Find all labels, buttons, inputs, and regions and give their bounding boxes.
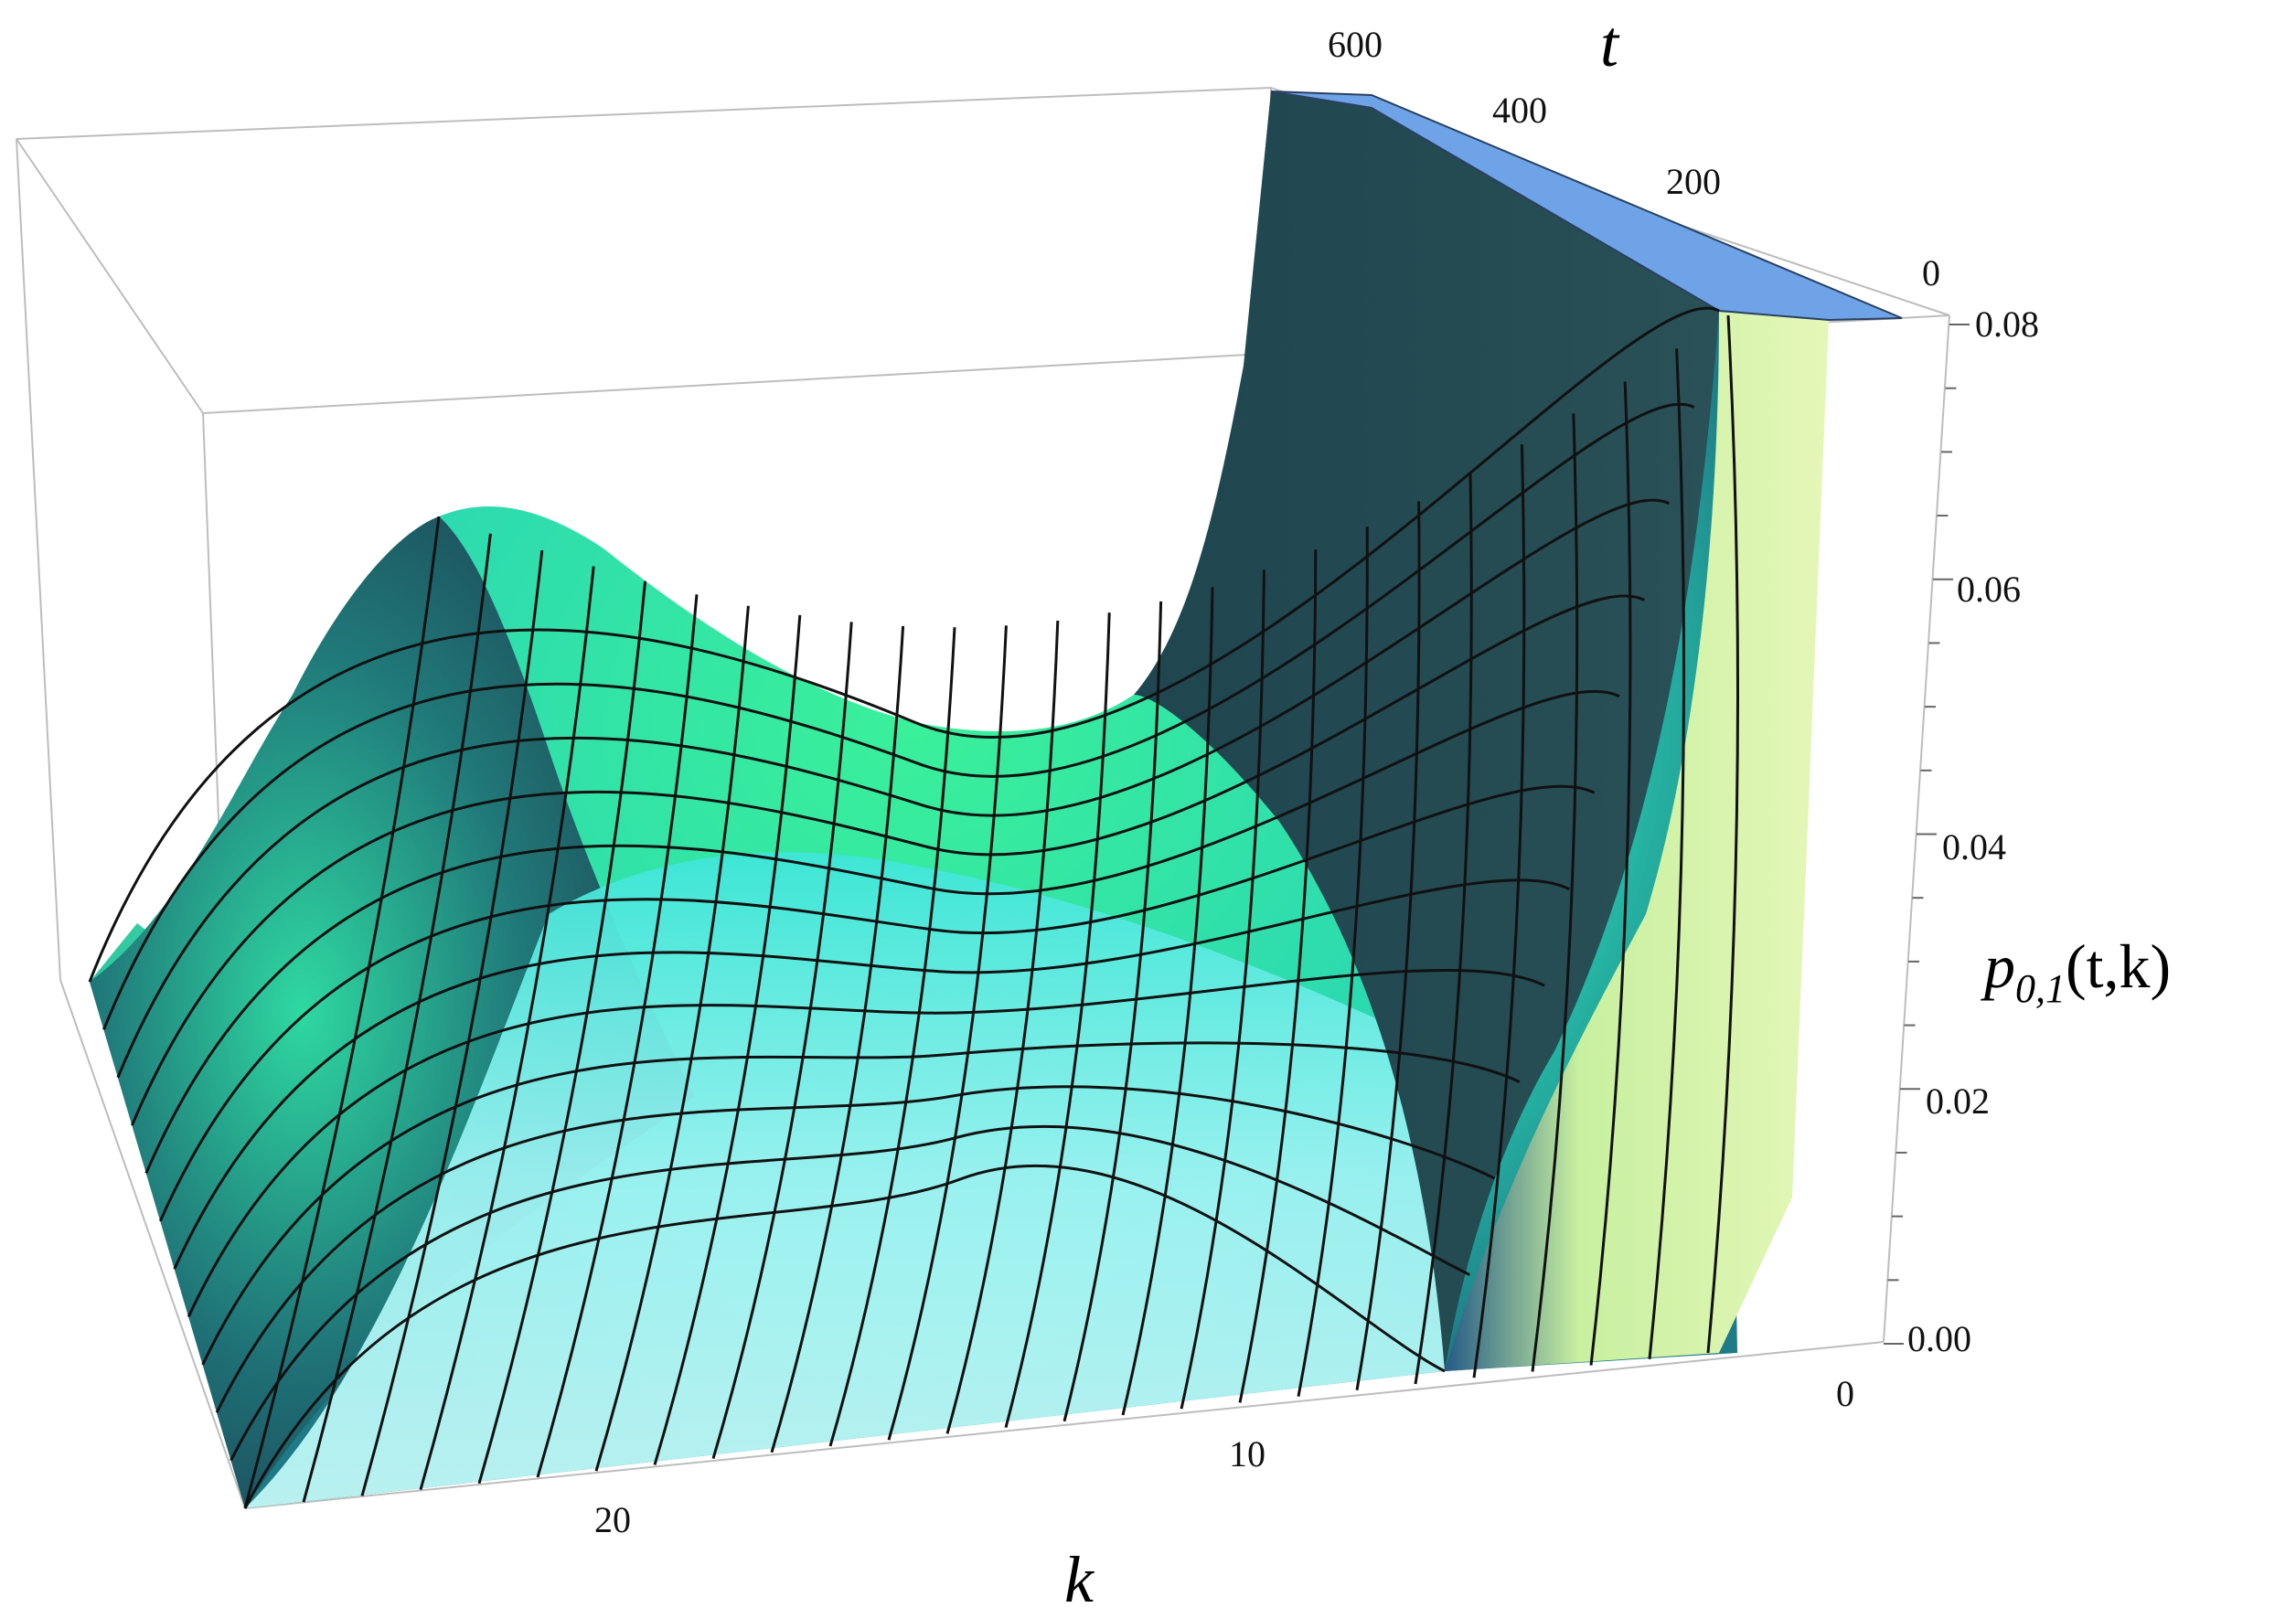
mesh-line-k [158,784,1596,1222]
mesh-line-t [243,516,441,1509]
mesh-line-t [1180,569,1265,1410]
mesh-line-t [711,622,853,1460]
mesh-line-t [536,594,699,1478]
z-tick-label: 0.02 [1926,1080,1990,1122]
t-axis-label: t [1600,7,1620,80]
t-tick-label: 600 [1328,24,1383,65]
mesh-line-k [243,1165,1446,1509]
t-tick-labels: 600 400 200 0 [1328,24,1940,293]
t-tick-label: 200 [1666,161,1721,202]
mesh-line-k [88,306,1720,983]
mesh-line-k [102,403,1695,1030]
z-tick-label: 0.08 [1975,303,2039,345]
mesh-line-k [144,689,1620,1175]
mesh-line-k [215,1085,1496,1413]
k-tick-label: 20 [594,1499,631,1540]
z-axis-label-main: p [1981,931,2015,1001]
z-axis [1884,324,1970,1345]
mesh-line-t [1414,474,1473,1385]
k-tick-label: 0 [1836,1373,1854,1414]
mesh-line-t [360,549,544,1496]
z-tick-label: 0.04 [1942,826,2006,868]
mesh-line-k [173,878,1571,1270]
mesh-line-t [1706,314,1740,1354]
mesh-line-t [1472,444,1526,1378]
mesh-line-k [187,969,1545,1318]
t-tick-label: 400 [1492,90,1547,131]
mesh-line-t [1121,587,1214,1416]
z-tick-labels: 0.08 0.06 0.04 0.02 0.00 [1907,303,2039,1359]
mesh-line-t [1004,612,1111,1428]
mesh-line-t [1238,549,1318,1403]
mesh-line-t [945,620,1060,1434]
z-tick-label: 0.00 [1907,1318,1971,1359]
k-axis-label: k [1064,1543,1095,1616]
z-axis-label-args: (t,k) [2066,931,2171,1001]
mesh-line-t [1063,601,1163,1422]
k-tick-labels: 20 10 0 [594,1373,1854,1540]
mesh-line-k [201,1041,1521,1366]
mesh-line-k [230,1124,1470,1462]
mesh-line-t [1648,348,1686,1359]
mesh-line-k [116,498,1671,1079]
mesh-line-t [1589,381,1632,1366]
mesh-line-t [770,625,905,1453]
z-axis-label-sub: 0,1 [2015,966,2066,1011]
k-tick-label: 10 [1229,1433,1265,1474]
z-axis-label: p0,1(t,k) [1981,931,2171,1011]
surface-mesh [88,306,1740,1509]
mesh-line-t [828,627,956,1447]
z-tick-label: 0.06 [1957,569,2021,610]
t-tick-label: 0 [1922,252,1940,293]
mesh-line-t [302,533,492,1503]
mesh-line-t [1531,413,1579,1372]
surface-ridge [90,90,1903,1508]
mesh-line-t [594,605,750,1472]
mesh-line-t [477,580,647,1485]
mesh-line-t [887,625,1008,1441]
mesh-line-t [653,614,802,1465]
mesh-line-t [419,566,595,1491]
mesh-line-k [130,594,1645,1126]
